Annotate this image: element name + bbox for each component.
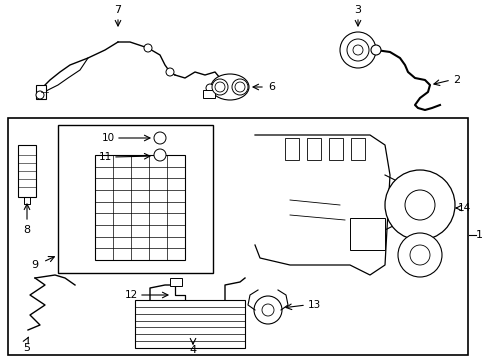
Circle shape [215, 82, 224, 92]
Text: 14: 14 [457, 203, 470, 213]
Bar [170, 278, 182, 286]
Circle shape [253, 296, 282, 324]
Text: 10: 10 [102, 133, 115, 143]
Circle shape [154, 132, 165, 144]
Circle shape [165, 68, 174, 76]
Circle shape [409, 245, 429, 265]
Bar [36, 85, 46, 99]
Text: 6: 6 [267, 82, 274, 92]
Ellipse shape [231, 79, 247, 95]
Circle shape [370, 45, 380, 55]
Bar [285, 138, 298, 160]
Circle shape [154, 149, 165, 161]
Ellipse shape [210, 74, 248, 100]
Bar [95, 155, 184, 260]
Bar [203, 90, 215, 98]
Ellipse shape [212, 79, 227, 95]
Text: 11: 11 [99, 152, 112, 162]
Circle shape [346, 39, 368, 61]
Bar [18, 145, 36, 197]
Circle shape [143, 44, 152, 52]
Text: 3: 3 [354, 5, 361, 15]
Bar [350, 138, 364, 160]
Text: 2: 2 [452, 75, 459, 85]
Text: 12: 12 [124, 290, 138, 300]
Circle shape [235, 82, 244, 92]
Circle shape [384, 170, 454, 240]
Circle shape [36, 91, 44, 99]
Circle shape [397, 233, 441, 277]
Circle shape [339, 32, 375, 68]
Text: 13: 13 [307, 300, 321, 310]
Bar [8, 118, 467, 355]
Circle shape [404, 190, 434, 220]
Text: 8: 8 [23, 225, 30, 235]
Text: 9: 9 [31, 260, 39, 270]
Bar [135, 300, 244, 348]
Text: 1: 1 [475, 230, 482, 240]
Polygon shape [254, 135, 389, 275]
Circle shape [262, 304, 273, 316]
Bar [58, 125, 213, 273]
Text: 5: 5 [23, 343, 30, 353]
Circle shape [352, 45, 362, 55]
Circle shape [205, 84, 214, 92]
Bar [349, 218, 384, 250]
Text: 4: 4 [189, 345, 196, 355]
Text: 7: 7 [114, 5, 122, 15]
Bar [306, 138, 320, 160]
Bar [328, 138, 342, 160]
